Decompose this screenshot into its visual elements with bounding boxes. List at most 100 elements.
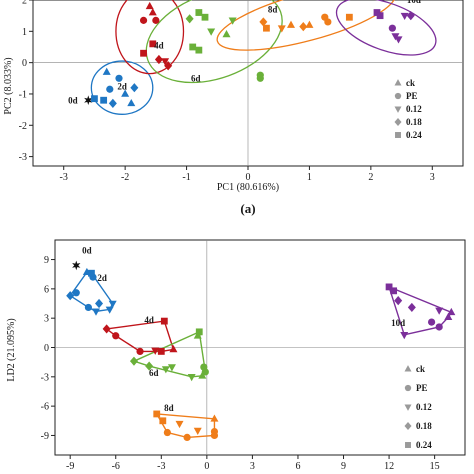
ellipse-group-2d <box>90 60 154 115</box>
point-4d-6 <box>149 40 157 48</box>
point-2d-8 <box>92 308 100 316</box>
point-2d-4 <box>66 291 75 301</box>
point-6d-7 <box>222 30 231 38</box>
point-8d-3 <box>277 25 286 33</box>
point-10d-3 <box>400 12 409 21</box>
point-0d-1 <box>84 95 93 106</box>
point-2d-9 <box>105 306 114 314</box>
x-tick-label: -3 <box>157 461 165 472</box>
point-2d-3 <box>115 74 123 82</box>
point-2d-6 <box>95 298 104 309</box>
x-tick-label: 0 <box>204 461 209 472</box>
y-tick-label: 2 <box>22 0 27 7</box>
legend-marker-0-18 <box>394 117 402 127</box>
point-4d-1 <box>102 324 111 334</box>
y-tick-label: 0 <box>22 58 27 69</box>
point-8d-1 <box>259 17 268 27</box>
point-4d-2 <box>112 332 120 340</box>
group-label-8d: 8d <box>164 403 174 413</box>
y-tick-label: 3 <box>44 314 49 325</box>
panel-a-group-labels: 0d 2d 4d 6d 8d 10d <box>68 0 421 105</box>
legend-marker-0-24 <box>405 442 411 448</box>
panel-a-pca-plot: -3 -2 -1 0 1 2 3 -3 -2 -1 0 1 2 0d 2d 4d 6d 8d 10d ck PE 0.… <box>3 0 464 216</box>
point-10d-4 <box>407 302 416 313</box>
panel-b-ticks: -9 -6 -3 0 3 6 9 12 15 -9 -6 -3 0 3 6 9 <box>41 255 440 472</box>
point-6d-5 <box>187 374 196 382</box>
point-10d-4 <box>388 24 396 32</box>
point-8d-8 <box>210 414 219 422</box>
panel-a-y-axis-label: PC2 (8.033%) <box>3 57 14 114</box>
y-tick-label: -3 <box>19 152 27 163</box>
y-tick-label: 9 <box>44 255 49 266</box>
legend-marker-ck <box>404 365 412 372</box>
point-2d-8 <box>108 98 117 108</box>
y-tick-label: -2 <box>19 121 27 132</box>
point-2d-2 <box>106 85 114 93</box>
point-0d-1 <box>72 260 81 271</box>
point-6d-2 <box>185 14 194 24</box>
point-4d-7 <box>157 348 165 355</box>
panel-b-y-axis-label: LD2 (21.095%) <box>6 318 17 381</box>
point-6d-10 <box>198 371 207 379</box>
point-6d-5 <box>207 28 216 36</box>
point-4d-7 <box>154 54 163 65</box>
group-label-6d: 6d <box>191 73 201 83</box>
ellipse-group-8d <box>216 0 397 51</box>
point-4d-4 <box>152 16 160 24</box>
point-6d-3 <box>195 9 203 16</box>
point-10d-6 <box>394 36 403 44</box>
y-tick-label: 0 <box>44 343 49 354</box>
legend-label-ck: ck <box>406 78 415 88</box>
panel-b-group-outlines <box>69 271 453 439</box>
point-8d-1 <box>153 410 161 418</box>
point-2d-4 <box>91 95 98 103</box>
x-tick-label: 15 <box>430 461 440 472</box>
x-tick-label: 0 <box>246 172 251 183</box>
point-2d-10 <box>108 300 117 308</box>
x-tick-label: -2 <box>121 172 129 183</box>
x-tick-label: -6 <box>112 461 120 472</box>
panel-b-legend: ck PE 0.12 0.18 0.24 <box>404 364 432 450</box>
point-10d-5 <box>435 307 444 315</box>
legend-label-pe: PE <box>406 91 418 101</box>
y-tick-label: -3 <box>41 372 49 383</box>
legend-label-ck: ck <box>416 364 425 374</box>
group-label-6d: 6d <box>149 368 159 378</box>
point-10d-2 <box>376 12 384 20</box>
point-6d-8 <box>189 43 197 51</box>
point-6d-3 <box>161 366 170 374</box>
point-4d-9 <box>161 58 170 66</box>
point-4d-4 <box>169 345 178 353</box>
group-label-10d: 10d <box>407 0 421 5</box>
group-label-2d: 2d <box>97 273 107 283</box>
x-tick-label: -1 <box>182 172 190 183</box>
point-10d-7 <box>406 11 415 21</box>
point-8d-4 <box>287 20 295 28</box>
legend-label-0-12: 0.12 <box>416 402 432 412</box>
ellipse-group-4d <box>115 0 185 75</box>
point-8d-3 <box>163 428 171 437</box>
y-tick-label: -1 <box>19 89 27 100</box>
group-label-4d: 4d <box>144 315 154 325</box>
panel-b-reference-lines <box>55 240 465 455</box>
point-6d-6 <box>195 46 203 54</box>
panel-a-label: (a) <box>240 201 255 216</box>
group-label-10d: 10d <box>391 318 405 328</box>
point-10d-9 <box>427 318 436 326</box>
point-8d-4 <box>183 433 191 442</box>
y-tick-label: -6 <box>41 402 49 413</box>
point-4d-3 <box>139 16 148 24</box>
point-6d-7 <box>195 328 203 336</box>
x-tick-label: 1 <box>307 172 312 183</box>
point-10d-7 <box>447 307 456 316</box>
group-label-4d: 4d <box>154 41 164 51</box>
point-4d-2 <box>148 8 157 16</box>
panel-a-legend: ck PE 0.12 0.18 0.24 <box>394 78 422 140</box>
point-8d-7 <box>210 431 219 440</box>
legend-marker-0-18 <box>404 421 412 431</box>
point-8d-2 <box>159 417 167 425</box>
point-4d-5 <box>140 49 147 57</box>
point-10d-2 <box>390 287 398 295</box>
legend-marker-0-12 <box>394 106 402 113</box>
